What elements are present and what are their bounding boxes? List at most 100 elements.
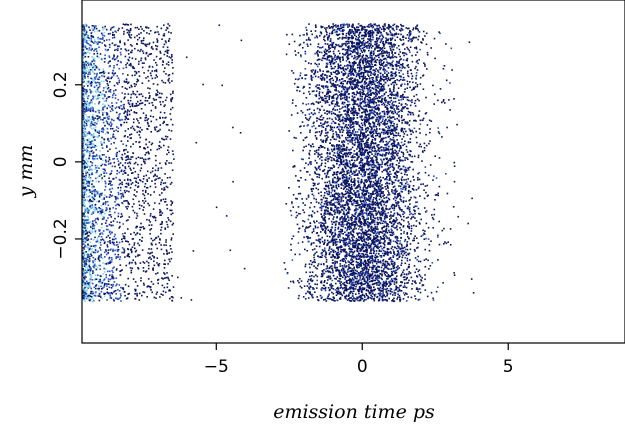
scatter-point: [366, 65, 368, 67]
scatter-point: [382, 40, 385, 43]
scatter-point: [411, 99, 413, 101]
scatter-point: [385, 235, 387, 237]
scatter-point: [365, 95, 367, 98]
scatter-point: [345, 182, 347, 184]
scatter-point: [371, 27, 374, 29]
scatter-point: [379, 48, 382, 50]
scatter-point: [376, 154, 379, 157]
scatter-point: [307, 297, 310, 299]
scatter-point: [357, 99, 360, 101]
scatter-point: [346, 265, 348, 267]
scatter-point: [365, 63, 367, 65]
scatter-point: [387, 77, 390, 79]
scatter-point: [405, 185, 407, 188]
scatter-point: [384, 230, 386, 233]
scatter-point: [378, 221, 381, 224]
scatter-point: [368, 39, 371, 42]
scatter-point: [348, 192, 350, 195]
scatter-point: [413, 36, 416, 39]
scatter-point: [335, 145, 338, 147]
scatter-point: [396, 139, 398, 141]
scatter-point: [317, 54, 319, 56]
scatter-point: [393, 104, 395, 106]
scatter-point: [341, 249, 344, 251]
scatter-point: [335, 24, 337, 26]
scatter-point: [339, 120, 341, 123]
scatter-point: [388, 264, 391, 266]
scatter-point: [361, 80, 363, 82]
scatter-point: [352, 163, 354, 165]
scatter-point: [306, 33, 308, 36]
scatter-point: [389, 293, 392, 295]
scatter-point: [360, 178, 363, 181]
scatter-point: [389, 43, 392, 45]
scatter-point: [387, 242, 389, 244]
scatter-point: [369, 23, 372, 25]
scatter-point: [331, 58, 334, 61]
scatter-point: [388, 100, 390, 103]
scatter-point: [401, 138, 403, 140]
scatter-point: [325, 30, 327, 33]
scatter-point: [327, 295, 329, 298]
scatter-point: [315, 90, 318, 92]
scatter-point: [350, 243, 352, 245]
scatter-point: [350, 120, 353, 122]
scatter-point: [368, 212, 370, 215]
scatter-point: [384, 252, 386, 255]
scatter-point: [347, 111, 349, 113]
scatter-point: [404, 286, 406, 288]
scatter-point: [388, 208, 390, 211]
scatter-point: [391, 190, 393, 193]
scatter-point: [354, 143, 356, 146]
scatter-point: [372, 53, 375, 56]
scatter-point: [364, 232, 366, 235]
scatter-point: [351, 279, 353, 281]
scatter-point: [329, 47, 332, 49]
scatter-point: [330, 71, 332, 74]
scatter-point: [385, 40, 387, 43]
scatter-point: [346, 106, 349, 109]
scatter-point: [353, 133, 356, 136]
scatter-point: [349, 126, 351, 128]
scatter-point: [339, 61, 342, 63]
scatter-point: [382, 292, 384, 294]
scatter-point: [406, 104, 408, 106]
scatter-point: [393, 158, 395, 160]
scatter-point: [362, 278, 364, 280]
scatter-point: [317, 65, 319, 68]
scatter-point: [331, 144, 333, 146]
scatter-point: [384, 101, 387, 103]
scatter-point: [352, 244, 354, 247]
scatter-point: [323, 169, 326, 171]
scatter-point: [400, 215, 402, 218]
scatter-point: [374, 257, 377, 260]
scatter-point: [355, 170, 357, 172]
scatter-point: [326, 121, 329, 123]
scatter-point: [394, 134, 396, 137]
scatter-point: [425, 222, 428, 225]
scatter-point: [354, 179, 356, 182]
scatter-point: [406, 248, 409, 251]
scatter-point: [349, 170, 352, 173]
scatter-point: [326, 75, 328, 77]
scatter-point: [343, 223, 345, 226]
scatter-point: [381, 273, 383, 276]
scatter-point: [337, 116, 339, 118]
scatter-point: [333, 181, 336, 183]
scatter-point: [341, 67, 343, 70]
scatter-point: [385, 157, 387, 160]
scatter-point: [328, 276, 330, 279]
scatter-point: [320, 224, 322, 226]
scatter-point: [415, 225, 417, 227]
scatter-point: [391, 106, 393, 109]
scatter-point: [368, 214, 370, 216]
scatter-point: [369, 53, 372, 55]
scatter-point: [330, 213, 332, 216]
scatter-point: [297, 179, 299, 182]
scatter-point: [333, 216, 335, 218]
scatter-point: [437, 192, 439, 195]
scatter-point: [362, 72, 365, 74]
scatter-point: [332, 242, 334, 244]
scatter-point: [364, 192, 366, 195]
scatter-point: [319, 116, 322, 118]
